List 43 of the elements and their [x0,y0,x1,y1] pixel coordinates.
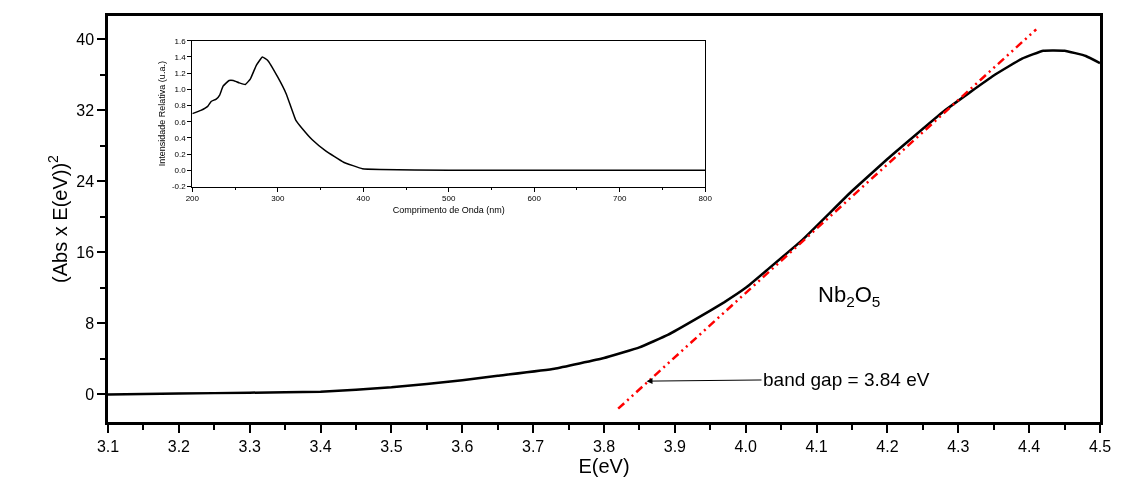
x-axis-title: Comprimento de Onda (nm) [392,204,505,215]
x-tick-label: 700 [613,194,627,204]
y-tick-label: 0.2 [174,149,187,159]
x-tick-label: 3.1 [96,437,120,455]
y-tick-label: 16 [76,243,95,261]
x-tick-label: 4.1 [805,437,828,455]
y-tick-label: 0.4 [174,133,187,143]
x-tick-label: 4.2 [876,437,899,455]
y-tick-label: 40 [76,30,95,48]
x-tick-label: 4.5 [1088,437,1112,455]
y-tick-label: 0.8 [174,101,187,111]
y-axis-title: Intensidade Relativa (u.a.) [157,61,168,167]
x-tick-label: 300 [271,194,286,204]
x-tick-label: 3.7 [522,437,545,455]
x-tick-label: 600 [527,194,542,204]
x-axis-title: E(eV) [578,454,630,477]
x-tick-label: 3.2 [167,437,191,455]
y-tick-label: 24 [76,172,95,190]
y-tick-label: -0.2 [171,182,187,192]
x-tick-label: 400 [356,194,371,204]
x-tick-label: 3.6 [451,437,474,455]
y-tick-label: 0 [85,386,95,404]
x-tick-label: 3.8 [592,437,616,455]
y-tick-label: 8 [85,314,95,332]
y-tick-label: 1.4 [174,52,187,62]
y-tick-label: 32 [76,101,95,119]
y-tick-label: 1.2 [174,68,187,78]
x-tick-label: 4.0 [734,437,757,455]
y-tick-label: 1.6 [174,36,187,46]
x-tick-label: 4.3 [947,437,970,455]
annotation: Nb$_{2}$O$_{5}$ [818,282,881,310]
x-tick-label: 3.5 [380,437,403,455]
x-tick-label: 500 [442,194,456,204]
x-tick-label: 800 [698,194,713,204]
x-tick-label: 200 [185,194,200,204]
y-tick-label: 0.0 [174,166,187,176]
y-tick-label: 1.0 [174,85,187,95]
x-tick-label: 3.9 [663,437,687,455]
annotation: band gap = 3.84 eV [763,369,930,390]
x-tick-label: 3.3 [238,437,261,455]
x-tick-label: 3.4 [309,437,332,455]
x-tick-label: 4.4 [1018,437,1041,455]
y-tick-label: 0.6 [174,117,187,127]
